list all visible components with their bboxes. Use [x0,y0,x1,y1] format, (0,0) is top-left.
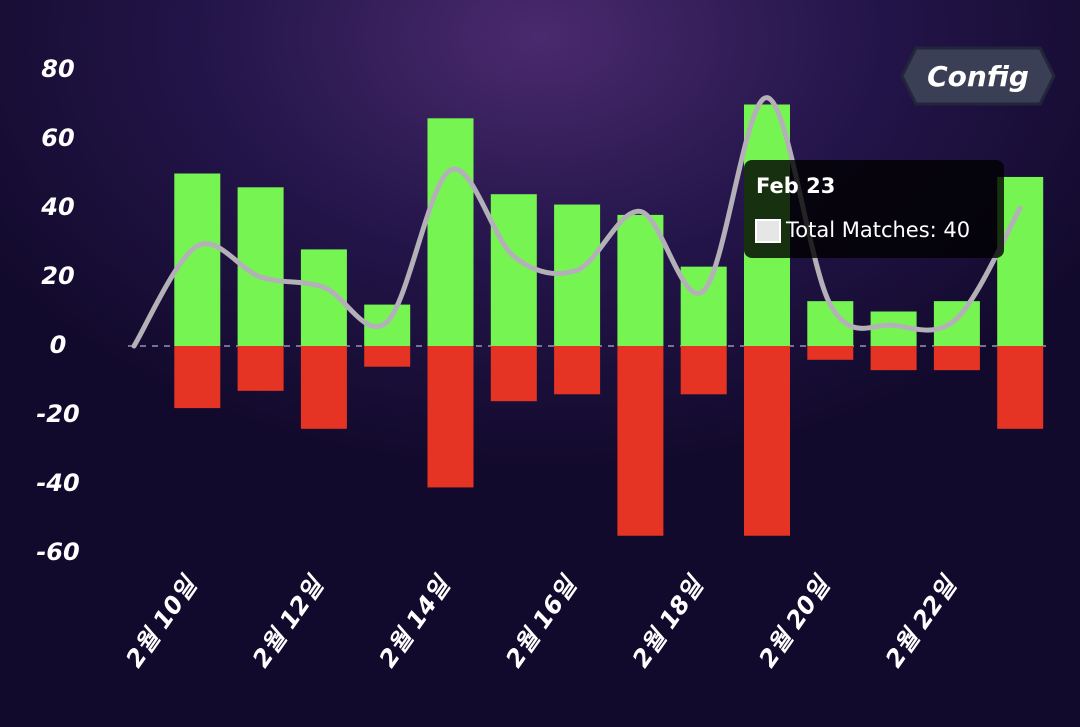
bar [237,346,284,391]
tooltip: Feb 23 Total Matches: 40 [744,160,1004,258]
tooltip-box [744,160,1004,258]
tooltip-swatch [755,219,781,243]
bar [427,118,474,346]
bar [680,266,727,346]
bar [174,346,221,409]
bar [490,194,537,346]
bar [997,346,1044,429]
y-tick-label: 40 [40,193,74,221]
bar [933,301,980,346]
bar [554,346,601,395]
bar [617,346,664,536]
button-label[interactable]: Config [927,60,1029,93]
bar [680,346,727,395]
y-tick-label: -60 [36,538,79,566]
y-tick-label: 20 [41,262,74,290]
line [131,95,1023,349]
tooltip-label: Total Matches: 40 [785,218,970,242]
bar [427,346,474,488]
bar [870,346,917,371]
tooltip-title: Feb 23 [756,174,835,198]
bar [364,346,411,367]
y-tick-label: 0 [50,331,67,359]
bar [744,346,790,536]
y-tick-label: 80 [41,55,74,83]
y-tick-label: -20 [36,400,79,428]
bar [807,346,854,360]
button-shape[interactable] [900,46,1056,106]
bar [933,346,980,371]
bar [997,176,1044,346]
y-tick-label: -40 [36,469,79,497]
bar [490,346,537,402]
bar [300,346,347,429]
y-tick-label: 60 [41,124,74,152]
bar [617,214,664,346]
config-button[interactable]: Config [900,46,1056,106]
